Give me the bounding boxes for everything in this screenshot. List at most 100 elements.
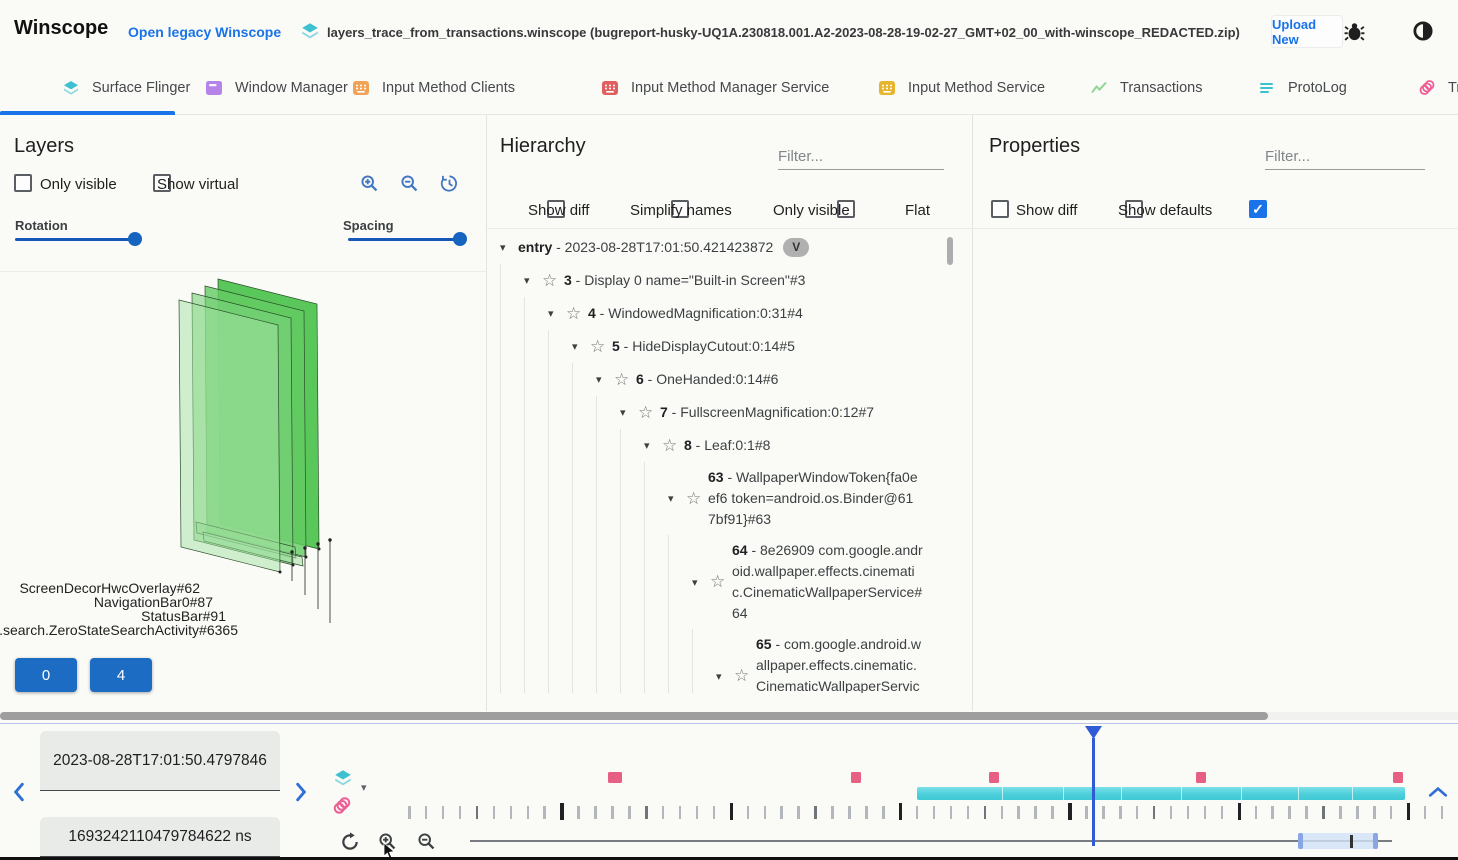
- display-0-button[interactable]: 0: [15, 658, 77, 692]
- display-4-button[interactable]: 4: [90, 658, 152, 692]
- collapse-caret-icon[interactable]: ▾: [620, 407, 626, 419]
- transitions-trace-row-icon[interactable]: [332, 796, 352, 821]
- transition-marker[interactable]: [1196, 772, 1206, 783]
- collapse-caret-icon[interactable]: ▾: [500, 242, 506, 254]
- upload-new-button[interactable]: Upload New: [1271, 15, 1343, 48]
- collapse-timeline-chevron-icon[interactable]: [1428, 783, 1448, 806]
- tab-input-method-manager-service[interactable]: Input Method Manager Service: [601, 64, 829, 112]
- rotation-slider-track[interactable]: [15, 238, 135, 241]
- layer-label[interactable]: StatusBar#91: [141, 608, 226, 624]
- spacing-slider-track[interactable]: [348, 238, 460, 241]
- star-icon[interactable]: ☆: [734, 666, 750, 685]
- minimap-selection[interactable]: [1300, 833, 1376, 849]
- layer-label[interactable]: ssaging.ui.search.ZeroStateSearchActivit…: [0, 622, 238, 638]
- properties-filter-input[interactable]: [1265, 146, 1425, 170]
- tree-node[interactable]: ▾ ☆ 5 - HideDisplayCutout:0:14#5: [500, 330, 946, 363]
- tree-indent-guide: [500, 330, 524, 363]
- star-icon[interactable]: ☆: [710, 572, 726, 591]
- tab-label: Window Manager: [235, 80, 348, 96]
- tree-indent-guide: [596, 462, 620, 535]
- next-entry-chevron-icon[interactable]: [292, 782, 310, 807]
- spacing-slider-thumb[interactable]: [453, 232, 467, 246]
- dark-mode-toggle-icon[interactable]: [1411, 19, 1435, 48]
- tree-node[interactable]: ▾ ☆ 64 - 8e26909 com.google.android.wallpa…: [500, 535, 946, 629]
- reset-view-icon[interactable]: [440, 174, 459, 198]
- tree-node[interactable]: ▾ ☆ 65 - com.google.android.wallpaper.effe…: [500, 629, 946, 693]
- transition-marker[interactable]: [1393, 772, 1403, 783]
- collapse-caret-icon[interactable]: ▾: [716, 670, 722, 683]
- spacing-slider-label: Spacing: [343, 218, 394, 233]
- sf-trace-row-icon[interactable]: [333, 768, 353, 793]
- collapse-caret-icon[interactable]: ▾: [548, 308, 554, 320]
- tree-node[interactable]: ▾ ☆ 4 - WindowedMagnification:0:31#4: [500, 297, 946, 330]
- timeline-cursor-head[interactable]: [1085, 726, 1102, 740]
- star-icon[interactable]: ☆: [614, 369, 630, 389]
- properties-show-diff-checkbox[interactable]: [1124, 200, 1143, 218]
- hierarchy-only-visible-checkbox[interactable]: [836, 200, 855, 218]
- report-bug-icon[interactable]: [1344, 21, 1365, 47]
- ruler-tick: [848, 806, 851, 819]
- tab-transactions[interactable]: Transactions: [1090, 64, 1202, 112]
- collapse-caret-icon[interactable]: ▾: [596, 374, 602, 386]
- ruler-tick: [898, 803, 903, 820]
- minimap-right-handle[interactable]: [1373, 833, 1378, 849]
- tree-node[interactable]: ▾ ☆ 63 - WallpaperWindowToken{fa0eef6 toke…: [500, 462, 946, 535]
- active-tab-underline: [0, 111, 175, 115]
- tree-node[interactable]: ▾ entry - 2023-08-28T17:01:50.421423872 V: [500, 231, 946, 264]
- trace-select-caret-icon[interactable]: ▾: [361, 782, 367, 794]
- tree-node[interactable]: ▾ ☆ 3 - Display 0 name="Built-in Screen"#3: [500, 264, 946, 297]
- only-visible-checkbox[interactable]: [14, 174, 32, 192]
- hierarchy-show-diff-checkbox[interactable]: [546, 200, 565, 218]
- collapse-caret-icon[interactable]: ▾: [644, 440, 650, 452]
- hierarchy-filter-input[interactable]: [778, 146, 944, 170]
- star-icon[interactable]: ☆: [662, 435, 678, 455]
- timeline-cursor-line[interactable]: [1091, 738, 1095, 841]
- tree-node[interactable]: ▾ ☆ 6 - OneHanded:0:14#6: [500, 363, 946, 396]
- star-icon[interactable]: ☆: [566, 303, 582, 323]
- show-defaults-checkbox[interactable]: [1249, 200, 1268, 218]
- minimap-left-handle[interactable]: [1298, 833, 1303, 849]
- layers-3d-canvas[interactable]: [0, 272, 486, 710]
- star-icon[interactable]: ☆: [638, 402, 654, 422]
- collapse-caret-icon[interactable]: ▾: [572, 341, 578, 353]
- tab-label: Transitions: [1448, 80, 1458, 96]
- transition-marker[interactable]: [989, 772, 999, 783]
- show-virtual-checkbox[interactable]: [153, 174, 172, 192]
- tab-window-manager[interactable]: Window Manager: [205, 64, 348, 112]
- hierarchy-scrollbar[interactable]: [947, 237, 953, 265]
- zoom-in-icon[interactable]: [360, 174, 379, 198]
- timeline-zoom-out-icon[interactable]: [417, 832, 436, 856]
- rotation-slider-thumb[interactable]: [128, 232, 142, 246]
- layer-label[interactable]: ScreenDecorHwcOverlay#62: [19, 580, 200, 596]
- tree-indent-guide: [692, 629, 716, 693]
- collapse-caret-icon[interactable]: ▾: [668, 493, 674, 505]
- tree-node[interactable]: ▾ ☆ 8 - Leaf:0:1#8: [500, 429, 946, 462]
- tab-input-method-clients[interactable]: Input Method Clients: [352, 64, 515, 112]
- tab-protolog[interactable]: ProtoLog: [1258, 64, 1347, 112]
- collapse-caret-icon[interactable]: ▾: [524, 275, 530, 287]
- flat-checkbox[interactable]: [991, 200, 1010, 218]
- minimap-track[interactable]: [470, 840, 1392, 842]
- star-icon[interactable]: ☆: [542, 270, 558, 290]
- tree-node[interactable]: ▾ ☆ 7 - FullscreenMagnification:0:12#7: [500, 396, 946, 429]
- collapse-caret-icon[interactable]: ▾: [692, 576, 698, 589]
- timestamp-ns-field[interactable]: 1693242110479784622 ns: [40, 817, 280, 857]
- tab-input-method-service[interactable]: Input Method Service: [878, 64, 1045, 112]
- sf-trace-coverage[interactable]: [917, 787, 1405, 800]
- content-scrollbar[interactable]: [0, 712, 1268, 720]
- zoom-out-icon[interactable]: [400, 174, 419, 198]
- transition-marker[interactable]: [851, 772, 861, 783]
- transition-marker[interactable]: [608, 772, 622, 783]
- tab-surface-flinger[interactable]: Surface Flinger: [62, 64, 190, 112]
- simplify-names-checkbox[interactable]: [671, 200, 690, 218]
- prev-entry-chevron-icon[interactable]: [10, 782, 28, 807]
- timeline-refresh-icon[interactable]: [340, 832, 360, 857]
- layer-label[interactable]: NavigationBar0#87: [93, 594, 213, 610]
- star-icon[interactable]: ☆: [590, 336, 606, 356]
- tree-indent-guide: [524, 535, 548, 629]
- tab-label: ProtoLog: [1288, 80, 1347, 96]
- open-legacy-link[interactable]: Open legacy Winscope: [128, 24, 282, 40]
- timestamp-human-field[interactable]: 2023-08-28T17:01:50.4797846: [40, 731, 280, 791]
- tab-transitions[interactable]: Transitions: [1418, 64, 1458, 112]
- star-icon[interactable]: ☆: [686, 488, 702, 508]
